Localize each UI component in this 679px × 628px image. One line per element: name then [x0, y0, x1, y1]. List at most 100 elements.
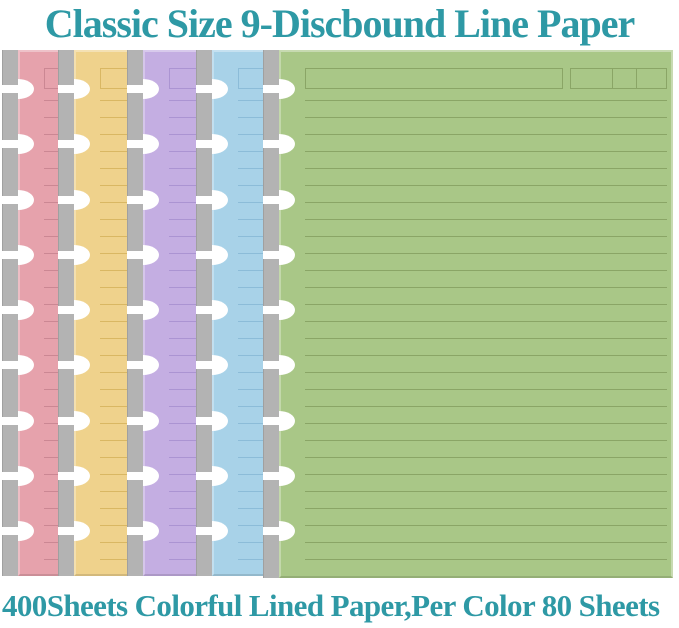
disc-hole [127, 355, 161, 375]
hole-head [74, 134, 90, 154]
disc-hole [196, 521, 230, 541]
hole-slot [127, 140, 145, 148]
ruled-line [305, 542, 667, 543]
ruled-line [305, 321, 667, 322]
disc-hole [2, 521, 36, 541]
disc-hole [263, 411, 297, 431]
ruled-line [305, 100, 667, 101]
footer-caption: 400Sheets Colorful Lined Paper,Per Color… [2, 588, 660, 623]
disc-hole [196, 190, 230, 210]
hole-head [18, 466, 34, 486]
disc-hole [2, 245, 36, 265]
ruled-line [305, 287, 667, 288]
ruled-line [305, 474, 667, 475]
hole-slot [2, 472, 20, 480]
hole-head [212, 245, 228, 265]
disc-hole [196, 411, 230, 431]
disc-hole [196, 300, 230, 320]
disc-hole [58, 355, 92, 375]
hole-head [143, 355, 159, 375]
hole-head [279, 466, 295, 486]
ruled-line [305, 168, 667, 169]
disc-hole [263, 245, 297, 265]
hole-slot [127, 196, 145, 204]
hole-slot [127, 472, 145, 480]
disc-hole [196, 134, 230, 154]
hole-head [74, 190, 90, 210]
ruled-line [305, 389, 667, 390]
hole-head [143, 79, 159, 99]
hole-slot [2, 85, 20, 93]
hole-head [212, 79, 228, 99]
hole-slot [2, 527, 20, 535]
ruled-line [305, 440, 667, 441]
hole-head [279, 245, 295, 265]
hole-head [18, 190, 34, 210]
hole-slot [127, 85, 145, 93]
date-box-cell [613, 69, 637, 88]
disc-hole [2, 190, 36, 210]
hole-slot [2, 196, 20, 204]
disc-hole [263, 466, 297, 486]
ruled-line [305, 134, 667, 135]
hole-slot [263, 472, 281, 480]
hole-slot [58, 251, 76, 259]
disc-hole [196, 466, 230, 486]
hole-head [279, 134, 295, 154]
hole-head [212, 300, 228, 320]
disc-hole [127, 466, 161, 486]
hole-slot [58, 527, 76, 535]
hole-slot [58, 472, 76, 480]
paper-body [279, 50, 673, 578]
hole-head [143, 300, 159, 320]
date-box-cell [637, 69, 666, 88]
disc-hole [2, 300, 36, 320]
hole-slot [196, 361, 214, 369]
ruled-line [305, 457, 667, 458]
disc-hole [2, 411, 36, 431]
disc-hole [58, 300, 92, 320]
hole-slot [58, 306, 76, 314]
disc-hole [2, 79, 36, 99]
ruled-line [305, 151, 667, 152]
hole-slot [196, 140, 214, 148]
hole-head [279, 411, 295, 431]
disc-hole [263, 79, 297, 99]
hole-slot [127, 527, 145, 535]
hole-slot [196, 527, 214, 535]
disc-hole [127, 521, 161, 541]
date-box-cell [571, 69, 614, 88]
disc-hole [263, 355, 297, 375]
disc-hole [127, 300, 161, 320]
ruled-line [305, 236, 667, 237]
hole-head [143, 134, 159, 154]
hole-head [212, 411, 228, 431]
hole-head [279, 521, 295, 541]
disc-hole [58, 466, 92, 486]
date-box [570, 68, 667, 89]
hole-slot [58, 361, 76, 369]
hole-slot [127, 306, 145, 314]
disc-hole [263, 521, 297, 541]
disc-hole [127, 79, 161, 99]
hole-head [18, 521, 34, 541]
hole-head [18, 79, 34, 99]
hole-head [74, 300, 90, 320]
hole-slot [58, 417, 76, 425]
disc-hole [196, 245, 230, 265]
hole-slot [196, 417, 214, 425]
hole-slot [263, 306, 281, 314]
hole-head [18, 300, 34, 320]
hole-slot [2, 361, 20, 369]
ruled-line [305, 508, 667, 509]
hole-slot [127, 417, 145, 425]
hole-slot [2, 140, 20, 148]
disc-hole [127, 245, 161, 265]
hole-slot [196, 251, 214, 259]
hole-slot [263, 417, 281, 425]
ruled-line [305, 270, 667, 271]
disc-hole [58, 245, 92, 265]
hole-head [212, 190, 228, 210]
hole-head [143, 245, 159, 265]
disc-hole [2, 134, 36, 154]
